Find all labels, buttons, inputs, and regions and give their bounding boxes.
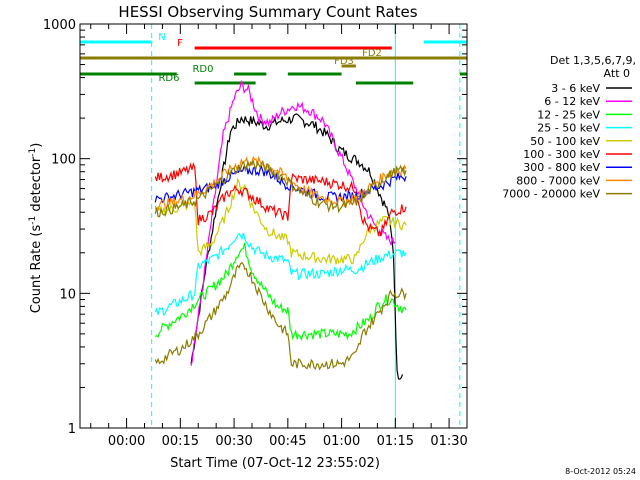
x-tick-label-0: 00:00	[108, 434, 145, 449]
series-line-4	[154, 177, 407, 265]
y-tick-label-3: 1000	[43, 18, 76, 33]
legend-header-line2: Att 0	[604, 67, 630, 80]
plot-area: N F FD2 FD3 RD0 RD6 1 10 100 1000 00:00 00:15 00:30 0…	[43, 18, 468, 449]
legend-label-5: 100 - 300 keV	[523, 148, 600, 161]
series-line-7	[154, 155, 407, 212]
x-tick-label-5: 01:15	[377, 434, 414, 449]
y-axis-label: Count Rate (s-1 detector-1)	[28, 143, 44, 314]
series-line-6	[154, 164, 407, 203]
legend-label-4: 50 - 100 keV	[530, 135, 600, 148]
legend-label-0: 3 - 6 keV	[551, 82, 600, 95]
timestamp-label: 8-Oct-2012 05:24	[565, 467, 636, 476]
status-label-rd6: RD6	[158, 73, 179, 84]
status-label-n: N	[158, 32, 165, 43]
series-line-8	[154, 158, 407, 218]
status-label-fd2: FD2	[362, 48, 382, 59]
series-line-2	[154, 242, 407, 342]
x-tick-label-6: 01:30	[430, 434, 467, 449]
legend-label-3: 25 - 50 keV	[537, 122, 600, 135]
y-tick-label-0: 1	[68, 422, 76, 437]
series-line-0	[190, 113, 404, 380]
series-line-9	[154, 261, 407, 371]
status-label-fd3: FD3	[334, 56, 354, 67]
y-tick-label-1: 10	[59, 287, 76, 302]
plot-frame	[79, 23, 468, 429]
status-label-rd0: RD0	[192, 64, 213, 75]
status-label-f: F	[177, 38, 183, 49]
legend-label-8: 7000 - 20000 keV	[502, 188, 600, 201]
legend-label-2: 12 - 25 keV	[537, 108, 600, 121]
legend-label-7: 800 - 7000 keV	[516, 174, 600, 187]
x-tick-label-2: 00:30	[215, 434, 252, 449]
chart-title: HESSI Observing Summary Count Rates	[118, 3, 417, 21]
legend-header-line1: Det 1,3,5,6,7,9,	[550, 54, 636, 67]
x-tick-label-1: 00:15	[162, 434, 199, 449]
y-tick-label-2: 100	[51, 153, 76, 168]
legend-label-6: 300 - 800 keV	[523, 161, 600, 174]
x-tick-label-4: 01:00	[323, 434, 360, 449]
legend-label-1: 6 - 12 keV	[544, 95, 600, 108]
series-line-3	[154, 232, 407, 317]
x-tick-label-3: 00:45	[269, 434, 306, 449]
x-axis-label: Start Time (07-Oct-12 23:55:02)	[170, 456, 380, 471]
series-line-5	[154, 162, 407, 238]
